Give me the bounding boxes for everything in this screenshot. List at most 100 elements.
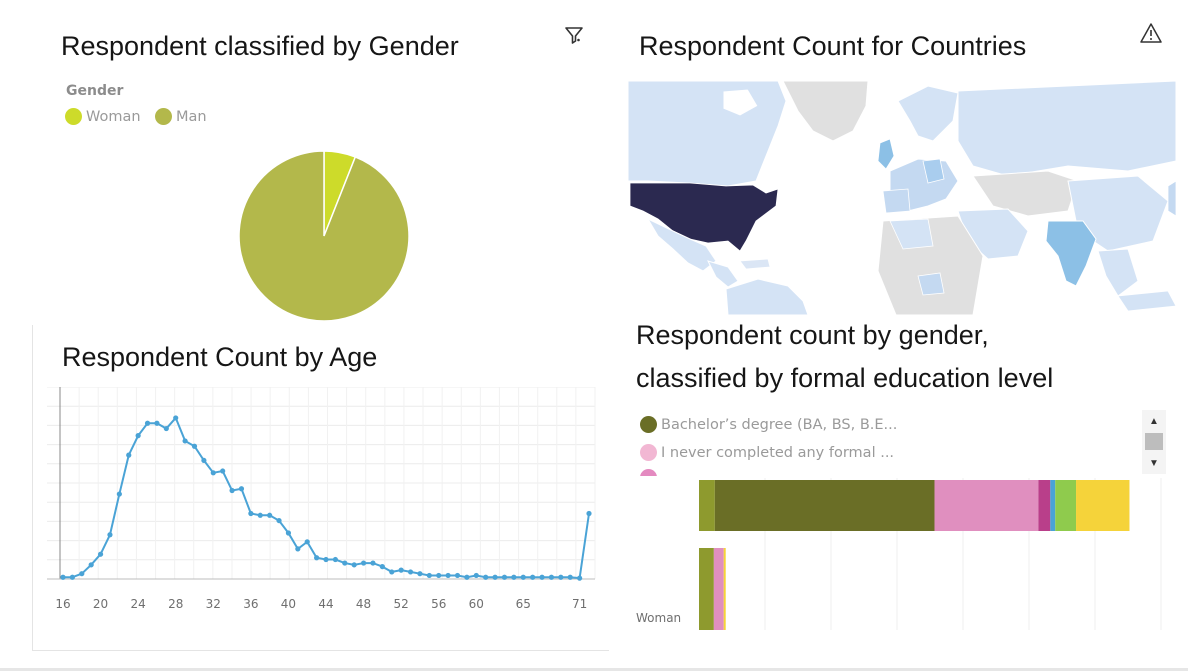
legend-scroll-down-button[interactable]: ▼ <box>1149 457 1159 469</box>
bar-segment-man[interactable] <box>934 480 1039 531</box>
edu-panel-title-line2: classified by formal education level <box>636 363 1054 393</box>
age-point-51[interactable] <box>389 569 395 575</box>
legend-scrollbar[interactable]: ▲ ▼ <box>1142 410 1166 474</box>
age-point-66[interactable] <box>530 574 536 580</box>
education-bar-chart: Woman <box>636 478 1162 630</box>
age-point-40[interactable] <box>285 530 292 536</box>
legend-swatch-woman <box>65 108 82 125</box>
age-point-61[interactable] <box>483 574 489 580</box>
age-point-72[interactable] <box>586 510 592 517</box>
age-point-32[interactable] <box>210 470 216 476</box>
age-point-43[interactable] <box>314 555 320 561</box>
age-point-64[interactable] <box>511 574 517 580</box>
bar-segment-man[interactable] <box>1038 480 1051 531</box>
age-point-58[interactable] <box>454 572 461 579</box>
age-point-35[interactable] <box>238 486 245 492</box>
x-tick-label: 60 <box>469 597 484 611</box>
age-point-18[interactable] <box>79 571 85 577</box>
bottom-divider <box>0 668 1188 671</box>
x-tick-label: 24 <box>131 597 146 611</box>
x-tick-label: 32 <box>206 597 221 611</box>
age-point-31[interactable] <box>201 457 207 464</box>
age-point-50[interactable] <box>379 564 385 570</box>
age-point-62[interactable] <box>492 574 498 580</box>
age-point-65[interactable] <box>520 574 526 580</box>
age-point-39[interactable] <box>276 517 282 524</box>
age-point-37[interactable] <box>257 512 263 518</box>
age-point-52[interactable] <box>398 567 404 573</box>
age-point-45[interactable] <box>332 556 338 563</box>
age-point-69[interactable] <box>558 574 564 580</box>
age-point-42[interactable] <box>304 539 310 545</box>
age-point-48[interactable] <box>360 560 367 566</box>
age-point-26[interactable] <box>154 420 160 426</box>
age-point-25[interactable] <box>144 420 151 426</box>
filter-icon[interactable] <box>563 24 585 46</box>
map-nigeria <box>917 272 945 296</box>
map-arctic-islands <box>722 88 759 117</box>
pie-slice-man[interactable] <box>238 150 410 322</box>
age-point-56[interactable] <box>436 572 442 579</box>
bar-segment-woman[interactable] <box>699 548 714 630</box>
gender-panel-title: Respondent classified by Gender <box>61 31 459 61</box>
x-tick-label: 20 <box>93 597 108 611</box>
age-point-67[interactable] <box>539 574 545 580</box>
legend-item-man[interactable]: Man <box>155 108 207 125</box>
age-point-68[interactable] <box>548 574 555 580</box>
legend-item-woman[interactable]: Woman <box>65 108 141 125</box>
age-point-17[interactable] <box>69 574 75 580</box>
age-point-53[interactable] <box>407 569 414 575</box>
age-point-55[interactable] <box>426 572 432 579</box>
bar-segment-man[interactable] <box>1050 480 1056 531</box>
age-point-21[interactable] <box>107 532 113 538</box>
age-point-70[interactable] <box>567 574 573 580</box>
x-tick-label: 16 <box>55 597 70 611</box>
age-point-41[interactable] <box>295 546 301 552</box>
age-point-19[interactable] <box>88 562 94 568</box>
age-point-28[interactable] <box>173 415 179 421</box>
map-central-america <box>707 260 739 288</box>
legend-item-cut-off[interactable] <box>640 469 661 476</box>
age-point-29[interactable] <box>182 438 188 444</box>
edu-panel-title-line1: Respondent count by gender, <box>636 320 989 350</box>
map-spain <box>882 188 911 214</box>
bar-segment-woman[interactable] <box>723 548 726 630</box>
legend-swatch-cut-off <box>640 469 657 476</box>
age-point-47[interactable] <box>351 562 357 568</box>
bar-segment-man[interactable] <box>699 480 715 531</box>
age-point-54[interactable] <box>417 571 423 577</box>
age-point-36[interactable] <box>248 510 254 517</box>
age-point-30[interactable] <box>191 443 198 449</box>
age-point-27[interactable] <box>163 425 169 432</box>
bar-segment-woman[interactable] <box>713 548 724 630</box>
bar-category-label: Woman <box>636 611 681 625</box>
legend-label-woman: Woman <box>86 108 141 125</box>
bar-segment-man[interactable] <box>714 480 935 531</box>
age-point-22[interactable] <box>116 491 122 497</box>
map-germany <box>922 158 945 184</box>
age-point-57[interactable] <box>445 572 451 579</box>
age-point-38[interactable] <box>267 512 273 518</box>
age-point-34[interactable] <box>229 487 235 494</box>
age-point-20[interactable] <box>97 551 104 557</box>
age-point-23[interactable] <box>126 452 132 458</box>
age-point-46[interactable] <box>342 560 348 566</box>
bar-segment-man[interactable] <box>1055 480 1077 531</box>
age-point-16[interactable] <box>60 574 66 580</box>
bar-segment-man[interactable] <box>1076 480 1130 531</box>
age-point-59[interactable] <box>464 574 470 580</box>
age-point-60[interactable] <box>473 572 479 579</box>
legend-scroll-up-button[interactable]: ▲ <box>1149 415 1159 427</box>
age-point-71[interactable] <box>577 575 583 581</box>
age-point-44[interactable] <box>323 556 329 563</box>
age-point-63[interactable] <box>501 574 508 580</box>
age-point-24[interactable] <box>135 433 141 439</box>
legend-scroll-thumb[interactable] <box>1145 433 1163 450</box>
age-point-33[interactable] <box>220 468 226 474</box>
legend-item-bachelors[interactable]: Bachelor’s degree (BA, BS, B.E... <box>640 416 897 433</box>
warning-icon[interactable] <box>1139 22 1163 44</box>
legend-item-never-completed[interactable]: I never completed any formal ... <box>640 444 894 461</box>
world-map[interactable] <box>628 81 1176 315</box>
age-point-49[interactable] <box>370 560 376 566</box>
map-uk <box>877 138 895 170</box>
